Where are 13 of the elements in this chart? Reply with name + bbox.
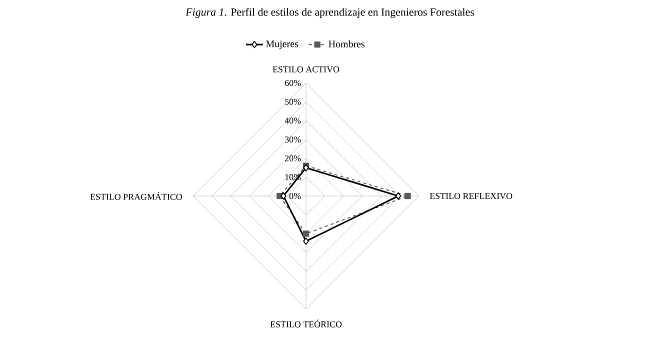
y-tick-label: 30%: [285, 136, 301, 143]
legend-label: Mujeres: [266, 40, 298, 50]
spoke-label: ESTILO REFLEXIVO: [430, 192, 512, 200]
y-tick-label: 60%: [284, 80, 301, 86]
y-tick-label: 0%: [289, 192, 301, 200]
spoke-label: ESTILO PRAGMÁTICO: [90, 192, 182, 200]
chart-title: Figura 1. Perfil de estilos de aprendizaje en Ingenieros Forestales: [186, 8, 474, 18]
y-tick-label: 50%: [285, 98, 301, 105]
spoke-label: ESTILO ACTIVO: [272, 66, 340, 72]
y-tick-label: 40%: [284, 118, 301, 124]
legend-label: Hombres: [328, 40, 365, 48]
spoke-label: ESTILO TEÓRICO: [270, 320, 342, 328]
y-tick-label: 20%: [284, 155, 301, 162]
